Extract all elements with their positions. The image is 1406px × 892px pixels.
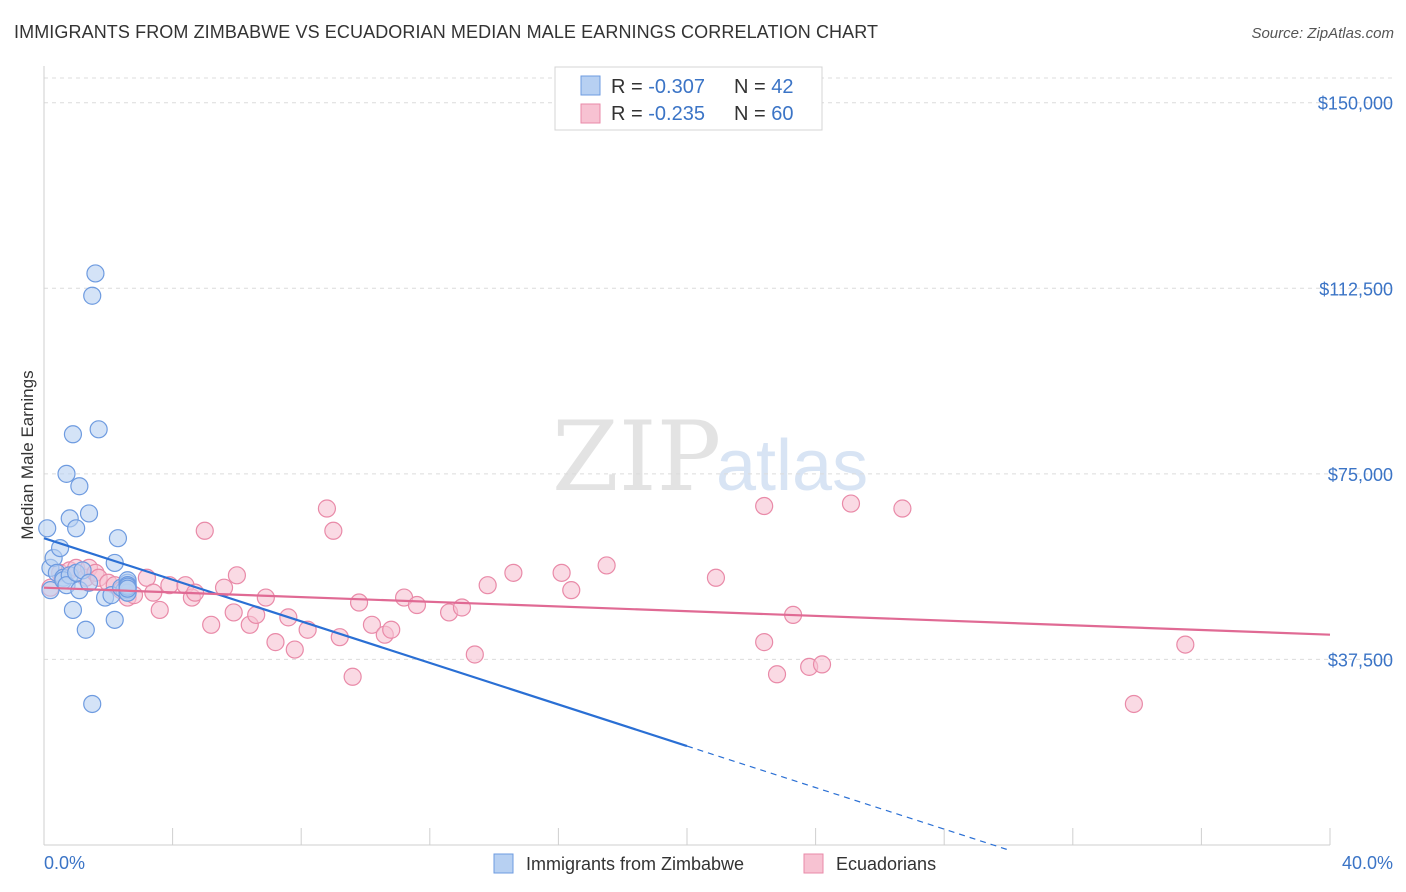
point-zimbabwe-28 (105, 610, 124, 629)
point-ecuadorians-30 (285, 640, 304, 659)
point-ecuadorians-45 (478, 576, 497, 595)
svg-text:R = -0.307: R = -0.307 (611, 76, 705, 98)
bottom-legend-label-ecuadorians: Ecuadorians (836, 854, 936, 874)
svg-text:N = 42: N = 42 (734, 76, 794, 98)
svg-text:N = 60: N = 60 (734, 103, 794, 125)
point-ecuadorians-58 (893, 499, 912, 518)
point-zimbabwe-22 (83, 694, 102, 714)
data-points (38, 264, 1195, 714)
point-ecuadorians-21 (202, 615, 221, 634)
legend-n-label-2: N = (734, 103, 771, 125)
legend-swatch-ecuadorians (580, 103, 601, 124)
y-tick-label-0: $37,500 (1328, 650, 1393, 670)
bottom-legend-swatch-ecuadorians (803, 853, 824, 874)
point-ecuadorians-32 (317, 499, 337, 518)
svg-text:R = -0.235: R = -0.235 (611, 103, 705, 125)
point-zimbabwe-0 (38, 519, 57, 538)
legend-swatch-zimbabwe (580, 75, 601, 96)
point-ecuadorians-46 (504, 563, 523, 582)
legend-r-value-2: -0.235 (648, 103, 705, 125)
axes: $37,500 $75,000 $112,500 $150,000 0.0% 40.0% (43, 66, 1393, 873)
trend-line-ecuadorians (43, 586, 1331, 636)
bottom-legend-label-zimbabwe: Immigrants from Zimbabwe (526, 854, 744, 874)
point-ecuadorians-52 (755, 633, 774, 652)
point-ecuadorians-15 (150, 600, 169, 620)
point-zimbabwe-17 (70, 477, 89, 496)
x-tick-label-1: 40.0% (1342, 853, 1393, 873)
point-zimbabwe-20 (79, 573, 99, 592)
legend: R = -0.307 N = 42 R = -0.235 N = 60 (554, 66, 823, 131)
trend-lines (43, 537, 1331, 851)
y-tick-label-2: $112,500 (1319, 279, 1393, 299)
point-zimbabwe-30 (108, 529, 128, 548)
point-ecuadorians-24 (227, 566, 246, 585)
point-ecuadorians-27 (256, 588, 275, 607)
point-ecuadorians-50 (706, 568, 726, 587)
point-ecuadorians-20 (195, 521, 214, 540)
point-ecuadorians-43 (452, 598, 472, 617)
point-ecuadorians-49 (597, 556, 616, 575)
source-credit: Source: ZipAtlas.com (1251, 25, 1394, 42)
point-ecuadorians-41 (407, 595, 427, 615)
point-zimbabwe-13 (63, 600, 83, 620)
point-ecuadorians-28 (266, 633, 285, 652)
x-tick-label-0: 0.0% (44, 853, 85, 873)
point-zimbabwe-43 (118, 579, 137, 598)
point-ecuadorians-60 (1176, 635, 1195, 654)
point-ecuadorians-48 (562, 581, 581, 600)
point-ecuadorians-53 (767, 665, 787, 684)
legend-r-label-1: R = (611, 76, 648, 98)
point-ecuadorians-47 (552, 563, 571, 582)
bottom-legend: Immigrants from Zimbabwe Ecuadorians (493, 853, 936, 874)
legend-n-value-2: 60 (771, 103, 793, 125)
point-ecuadorians-37 (362, 615, 382, 634)
point-zimbabwe-21 (79, 504, 99, 523)
chart-title: IMMIGRANTS FROM ZIMBABWE VS ECUADORIAN M… (14, 22, 879, 42)
y-tick-label-1: $75,000 (1328, 465, 1393, 485)
point-ecuadorians-59 (1124, 694, 1143, 714)
point-ecuadorians-56 (812, 655, 832, 674)
point-zimbabwe-14 (67, 519, 86, 538)
legend-n-value-1: 42 (771, 76, 793, 98)
point-ecuadorians-39 (382, 620, 401, 639)
point-ecuadorians-51 (755, 496, 774, 516)
point-ecuadorians-57 (841, 494, 861, 513)
point-ecuadorians-35 (343, 667, 362, 686)
watermark-atlas: atlas (716, 426, 868, 506)
point-ecuadorians-33 (324, 521, 343, 540)
point-ecuadorians-36 (349, 593, 369, 612)
point-zimbabwe-25 (89, 420, 108, 439)
point-zimbabwe-24 (86, 264, 105, 283)
point-zimbabwe-8 (57, 464, 76, 483)
watermark-zip: ZIP (552, 401, 721, 513)
bottom-legend-swatch-zimbabwe (493, 853, 514, 874)
point-zimbabwe-23 (83, 286, 102, 305)
point-ecuadorians-23 (224, 603, 243, 622)
point-zimbabwe-19 (76, 620, 95, 639)
y-axis-label: Median Male Earnings (18, 370, 37, 539)
point-ecuadorians-44 (465, 645, 484, 664)
trend-line-zimbabwe-extension (686, 745, 1009, 851)
y-tick-label-3: $150,000 (1318, 94, 1393, 114)
legend-r-label-2: R = (611, 103, 648, 125)
point-zimbabwe-12 (63, 425, 83, 444)
trend-line-zimbabwe (43, 537, 688, 748)
legend-n-label-1: N = (734, 76, 771, 98)
legend-r-value-1: -0.307 (648, 76, 705, 98)
